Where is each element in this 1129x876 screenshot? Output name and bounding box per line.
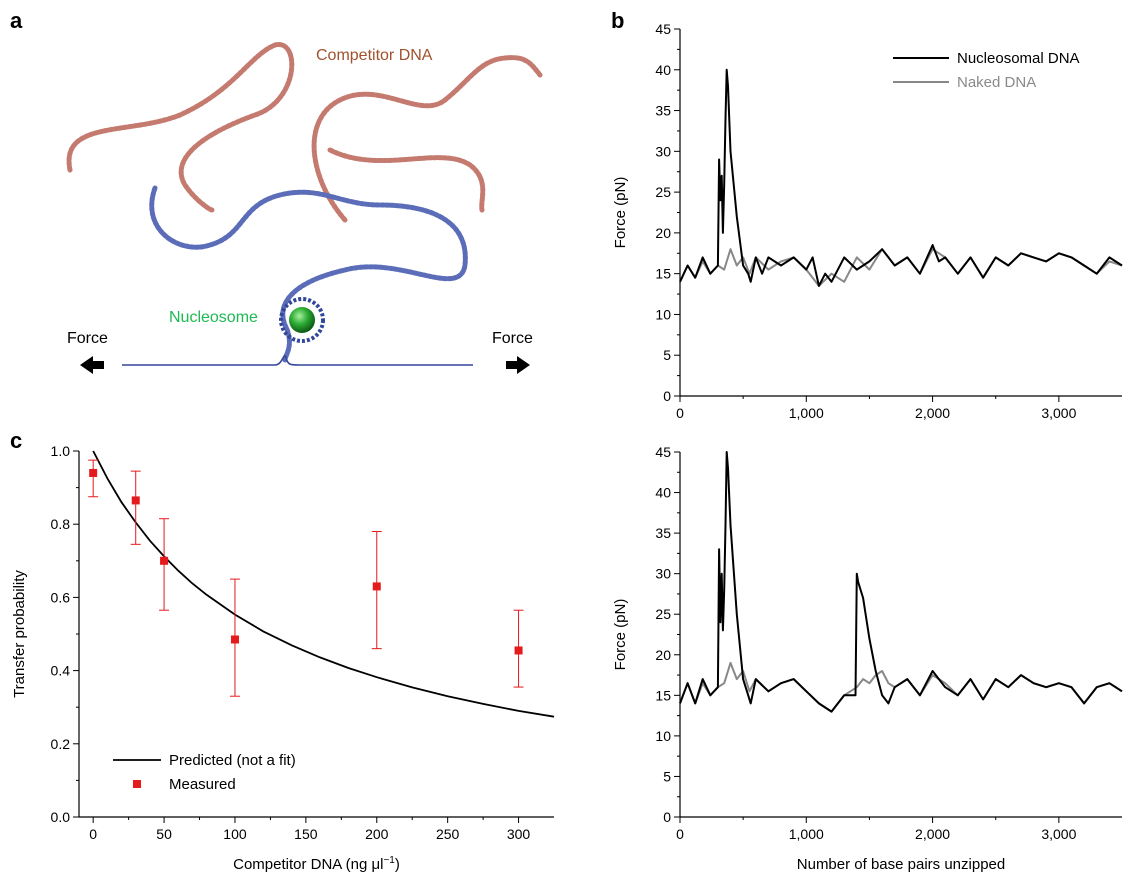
chart-b-bottom: 0 5 10 15 20 25 30 35 40 45 0 1,000 2,000 3,000 Force … [612,444,1123,873]
legend-label: Nucleosomal DNA [957,50,1080,67]
competitor-dna-strand-1 [66,42,295,213]
y-tick-label: 35 [655,103,671,119]
y-tick-label: 0.2 [51,736,71,752]
x-tick-label: 2,000 [915,826,950,842]
legend-label-measured: Measured [169,776,236,793]
measured-point [514,646,523,655]
y-tick-label: 15 [655,266,671,282]
y-axis-label: Transfer probability [11,570,28,698]
measured-point [230,635,239,644]
y-tick-label: 30 [655,143,671,159]
tethered-dna-line [122,354,473,366]
y-tick-label: 20 [655,647,671,663]
x-tick-label: 50 [156,826,172,842]
y-tick-label: 1.0 [51,443,71,459]
chart-c: 0.0 0.2 0.4 0.6 0.8 1.0 0 50 100 150 200 250 300 Tran… [11,443,555,873]
y-tick-label: 5 [663,347,671,363]
force-label-left: Force [67,330,108,347]
nucleosomal-dna-path [149,185,468,363]
x-tick-label: 3,000 [1041,826,1076,842]
legend-label: Naked DNA [957,74,1036,91]
x-axis-label-main: Competitor DNA (ng μl [233,856,383,873]
y-axis-label: Force (pN) [612,599,629,671]
legend-swatch-measured [133,780,141,788]
schematic-panel: Competitor DNA Nucleosome Force Force [66,42,543,374]
measured-point [372,582,381,591]
y-tick-label: 15 [655,687,671,703]
nucleosomal-dna-strand [149,185,468,363]
nucleosome-wrap [279,297,325,343]
nucleosome-label: Nucleosome [169,309,258,326]
x-tick-label: 200 [365,826,389,842]
x-axis-label-close: ) [395,856,400,873]
y-tick-label: 20 [655,225,671,241]
x-tick-label: 2,000 [915,405,950,421]
panel-letter-b: b [611,8,625,33]
y-tick-label: 0 [663,809,671,825]
y-tick-label: 35 [655,525,671,541]
x-tick-label: 150 [294,826,318,842]
x-tick-label: 3,000 [1041,405,1076,421]
y-tick-label: 30 [655,566,671,582]
y-tick-label: 45 [655,21,671,37]
force-arrow-right-icon [506,356,530,374]
y-tick-label: 40 [655,62,671,78]
force-arrow-left-icon [80,356,104,374]
x-axis-label-sup: −1 [383,855,395,866]
x-tick-label: 0 [676,826,684,842]
y-axis-label: Force (pN) [612,177,629,249]
x-tick-label: 250 [436,826,460,842]
legend-label-predicted: Predicted (not a fit) [169,752,296,769]
y-tick-label: 10 [655,306,671,322]
x-axis-label: Competitor DNA (ng μl−1) [233,855,400,873]
y-tick-label: 0 [663,388,671,404]
chart-b-top: 0 5 10 15 20 25 30 35 40 45 0 1,000 2,000 3,000 Force … [612,21,1123,421]
y-tick-label: 0.0 [51,809,71,825]
x-tick-label: 300 [507,826,531,842]
nucleosome [279,297,325,343]
panel-letter-c: c [10,428,23,453]
y-tick-label: 25 [655,184,671,200]
measured-point [131,496,140,505]
competitor-dna-strand-2 [311,55,543,223]
competitor-dna-strands [66,42,543,223]
competitor-dna-strand-3 [327,147,486,213]
measured-point [160,556,169,565]
series-line-nucleosomal-dna [679,68,1123,287]
y-tick-label: 40 [655,485,671,501]
x-tick-label: 100 [223,826,247,842]
panel-letter-a: a [10,8,23,33]
x-tick-label: 1,000 [789,826,824,842]
x-tick-label: 0 [676,405,684,421]
y-tick-label: 45 [655,444,671,460]
histone-core [289,307,315,333]
predicted-curve [92,450,555,718]
x-tick-label: 0 [89,826,97,842]
y-tick-label: 10 [655,728,671,744]
y-tick-label: 25 [655,606,671,622]
measured-point [89,468,98,477]
y-tick-label: 5 [663,768,671,784]
x-tick-label: 1,000 [789,405,824,421]
competitor-dna-label: Competitor DNA [316,47,433,64]
y-tick-label: 0.8 [51,516,71,532]
y-tick-label: 0.6 [51,589,71,605]
x-axis-label: Number of base pairs unzipped [797,856,1005,873]
force-label-right: Force [492,330,533,347]
y-tick-label: 0.4 [51,663,71,679]
series-line-nucleosomal-dna [679,451,1123,713]
